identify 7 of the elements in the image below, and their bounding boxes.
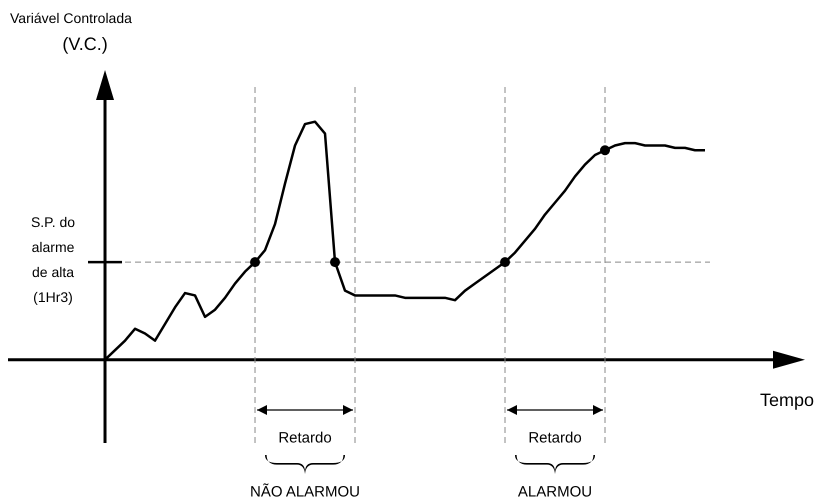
x-axis-title: Tempo (760, 390, 814, 410)
text: Retardo (278, 430, 332, 446)
text: NÃO ALARMOU (250, 482, 360, 500)
ref-line-label: S.P. do alarme de alta (1Hr3) (30, 214, 76, 306)
y-axis-title: Variável Controlada (V.C.) (10, 10, 132, 54)
text: ALARMOU (518, 484, 592, 500)
text: Retardo (528, 430, 582, 446)
